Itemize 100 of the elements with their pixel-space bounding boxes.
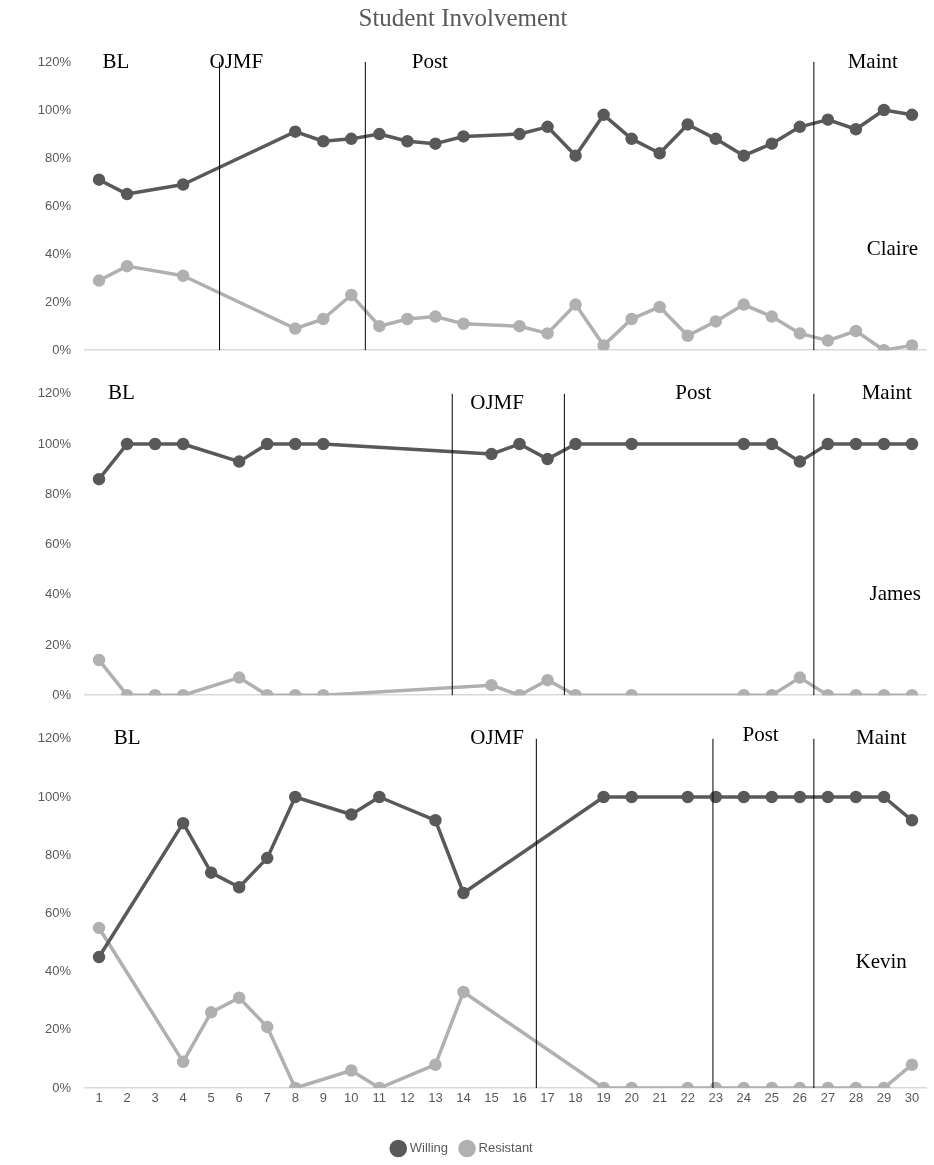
point <box>765 137 779 150</box>
point <box>120 437 134 451</box>
x-tick-label: 14 <box>456 1090 471 1106</box>
point <box>569 149 582 162</box>
point <box>793 327 807 340</box>
annotation: Post <box>675 380 712 405</box>
point <box>849 437 863 451</box>
point <box>625 132 638 146</box>
point <box>317 135 330 148</box>
y-tick-label: 60% <box>44 904 72 920</box>
x-tick-label: 2 <box>123 1090 131 1106</box>
annotation: Maint <box>847 48 898 73</box>
y-tick-label: 0% <box>52 341 72 357</box>
point <box>345 132 358 146</box>
point <box>401 312 414 326</box>
annotation: BL <box>102 48 130 73</box>
x-tick-label: 30 <box>904 1090 920 1106</box>
x-tick-label: 6 <box>235 1090 243 1106</box>
x-tick-label: 27 <box>820 1090 836 1106</box>
annotation: OJMF <box>209 48 264 73</box>
y-tick-label: 40% <box>44 586 72 602</box>
y-tick-label: 120% <box>37 385 72 401</box>
point <box>541 120 554 134</box>
legend-label: Resistant <box>478 1140 534 1156</box>
point <box>317 312 330 326</box>
annotation: James <box>869 581 921 606</box>
annotation: Kevin <box>855 949 908 974</box>
y-tick-label: 120% <box>37 730 72 746</box>
point <box>204 866 218 879</box>
y-tick-label: 80% <box>44 485 72 501</box>
point <box>877 437 891 451</box>
x-tick-label: 20 <box>624 1090 639 1106</box>
point <box>260 437 274 451</box>
point <box>429 814 442 827</box>
point <box>905 437 919 451</box>
point <box>541 327 554 340</box>
y-tick-label: 120% <box>37 53 72 69</box>
point <box>289 125 302 138</box>
point <box>373 127 386 141</box>
point <box>597 339 610 351</box>
point <box>513 437 526 451</box>
x-tick-label: 4 <box>179 1090 187 1106</box>
y-tick-label: 40% <box>44 245 72 261</box>
point <box>345 288 358 302</box>
x-tick-label: 12 <box>400 1090 415 1106</box>
point <box>513 127 526 141</box>
point <box>457 886 470 900</box>
point <box>737 437 751 451</box>
point <box>232 880 246 894</box>
x-tick-label: 10 <box>344 1090 359 1106</box>
point <box>289 322 302 335</box>
y-tick-label: 60% <box>44 197 72 213</box>
x-tick-label: 19 <box>596 1090 611 1106</box>
point <box>457 130 470 143</box>
point <box>289 437 302 451</box>
point <box>821 437 835 451</box>
point <box>905 108 919 122</box>
x-tick-label: 22 <box>680 1090 695 1106</box>
annotation: BL <box>113 725 141 750</box>
point <box>317 437 330 451</box>
legend-label: Willing <box>409 1140 449 1156</box>
point <box>597 790 610 804</box>
y-tick-label: 60% <box>44 536 72 552</box>
point <box>92 274 106 287</box>
x-tick-label: 23 <box>708 1090 723 1106</box>
annotation: Post <box>411 48 449 73</box>
point <box>905 339 919 351</box>
point <box>765 310 779 323</box>
point <box>429 137 442 150</box>
x-tick-label: 9 <box>319 1090 327 1106</box>
point <box>541 452 554 466</box>
point <box>905 814 919 827</box>
point <box>569 298 582 311</box>
y-tick-label: 20% <box>44 636 72 652</box>
annotation: BL <box>108 380 135 405</box>
point <box>120 259 134 273</box>
point <box>765 790 779 804</box>
point <box>681 329 694 343</box>
point <box>737 790 751 804</box>
x-tick-label: 28 <box>848 1090 864 1106</box>
x-tick-label: 16 <box>512 1090 527 1106</box>
x-tick-label: 3 <box>151 1090 159 1106</box>
point <box>821 334 835 347</box>
chart-title: Student Involvement <box>358 3 568 31</box>
point <box>625 437 638 451</box>
point <box>485 447 498 461</box>
point <box>373 319 386 333</box>
point <box>821 790 835 804</box>
point <box>373 790 386 804</box>
point <box>92 950 106 964</box>
annotation: Maint <box>856 725 907 750</box>
point <box>569 437 582 451</box>
point <box>120 187 134 201</box>
y-tick-label: 80% <box>44 149 72 165</box>
point <box>260 851 274 865</box>
y-tick-label: 0% <box>52 686 72 702</box>
y-tick-label: 80% <box>44 846 72 862</box>
y-tick-label: 20% <box>44 293 72 309</box>
x-tick-label: 8 <box>291 1090 299 1106</box>
x-tick-label: 15 <box>484 1090 499 1106</box>
